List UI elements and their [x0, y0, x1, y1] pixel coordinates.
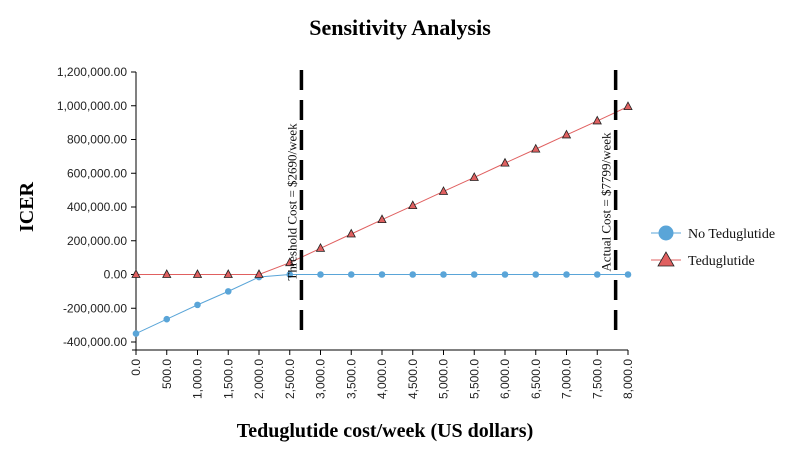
- data-point-teduglutide: [223, 269, 233, 278]
- legend-marker-triangle: [657, 251, 675, 267]
- data-point-teduglutide: [469, 172, 479, 181]
- x-tick-label: 4,500.0: [406, 359, 420, 399]
- x-tick-label: 2,500.0: [283, 359, 297, 399]
- data-point-teduglutide: [285, 257, 295, 267]
- y-tick-label: 200,000.00: [67, 234, 127, 248]
- y-tick-label: 800,000.00: [67, 133, 127, 147]
- x-tick-label: 5,000.0: [437, 359, 451, 399]
- x-tick-label: 1,000.0: [191, 359, 205, 399]
- data-point-no-teduglutide: [624, 271, 632, 278]
- y-tick-label: -200,000.00: [63, 301, 127, 315]
- series-line-1: [135, 274, 628, 335]
- legend: No Teduglutide Teduglutide: [651, 225, 775, 269]
- x-tick-label: 6,000.0: [498, 359, 512, 399]
- data-point-no-teduglutide: [286, 271, 294, 278]
- data-point-no-teduglutide: [532, 271, 540, 278]
- data-point-teduglutide: [254, 269, 264, 278]
- x-tick-label: 2,000.0: [252, 359, 266, 399]
- y-tick-label: 0.00: [104, 268, 128, 282]
- series-line-2: [136, 106, 629, 275]
- x-tick-label: 1,500.0: [221, 359, 235, 399]
- data-point-no-teduglutide: [317, 271, 324, 278]
- data-point-no-teduglutide: [563, 271, 570, 278]
- y-axis-title: ICER: [16, 181, 38, 232]
- y-tick-label: 1,200,000.00: [57, 65, 127, 79]
- data-point-teduglutide: [438, 186, 449, 195]
- x-tick-label: 500.0: [160, 359, 174, 389]
- data-point-no-teduglutide: [440, 271, 447, 278]
- data-point-teduglutide: [346, 228, 356, 238]
- legend-label-2: Teduglutide: [688, 254, 755, 269]
- data-point-teduglutide: [377, 214, 387, 224]
- y-tick-label: 1,000,000.00: [57, 99, 127, 113]
- data-point-no-teduglutide: [470, 271, 478, 278]
- data-point-teduglutide: [162, 269, 172, 278]
- data-point-teduglutide: [531, 143, 541, 153]
- reference-line-label-2: Actual Cost = $7799/week: [599, 132, 614, 272]
- data-point-teduglutide: [561, 129, 572, 139]
- plot-area: 1,200,000.00 1,000,000.00 800,000.00 600,00…: [57, 65, 635, 399]
- legend-marker-circle: [658, 225, 674, 241]
- y-tick-label: -400,000.00: [63, 335, 127, 349]
- x-tick-label: 3,500.0: [344, 359, 358, 399]
- chart-title: Sensitivity Analysis: [309, 15, 491, 40]
- x-tick-label: 8,000.0: [621, 359, 635, 399]
- data-point-teduglutide: [592, 115, 602, 125]
- data-point-no-teduglutide: [132, 330, 140, 337]
- data-point-no-teduglutide: [347, 271, 355, 278]
- data-point-teduglutide: [623, 101, 633, 110]
- data-point-no-teduglutide: [163, 315, 171, 323]
- data-point-no-teduglutide: [194, 301, 201, 309]
- y-tick-label: 600,000.00: [67, 166, 127, 180]
- data-point-no-teduglutide: [378, 271, 386, 278]
- x-tick-label: 3,000.0: [314, 359, 328, 399]
- y-tick-label: 400,000.00: [67, 200, 127, 214]
- data-point-teduglutide: [192, 269, 203, 278]
- x-axis-title: Teduglutide cost/week (US dollars): [237, 420, 534, 442]
- data-point-teduglutide: [408, 200, 418, 210]
- data-point-no-teduglutide: [224, 288, 232, 295]
- data-point-teduglutide: [131, 269, 141, 278]
- legend-label-1: No Teduglutide: [688, 227, 775, 242]
- data-point-no-teduglutide: [501, 271, 509, 278]
- data-point-no-teduglutide: [593, 271, 601, 278]
- x-tick-label: 5,500.0: [467, 359, 481, 399]
- data-point-teduglutide: [500, 157, 510, 167]
- x-tick-label: 7,500.0: [590, 359, 604, 399]
- x-tick-label: 0.0: [129, 359, 143, 376]
- x-tick-label: 6,500.0: [529, 359, 543, 399]
- x-tick-label: 4,000.0: [375, 359, 389, 399]
- reference-line-label-1: Threshold Cost = $2690/week: [284, 123, 299, 281]
- data-point-teduglutide: [315, 242, 326, 252]
- x-tick-label: 7,000.0: [560, 359, 574, 399]
- data-point-no-teduglutide: [409, 271, 417, 278]
